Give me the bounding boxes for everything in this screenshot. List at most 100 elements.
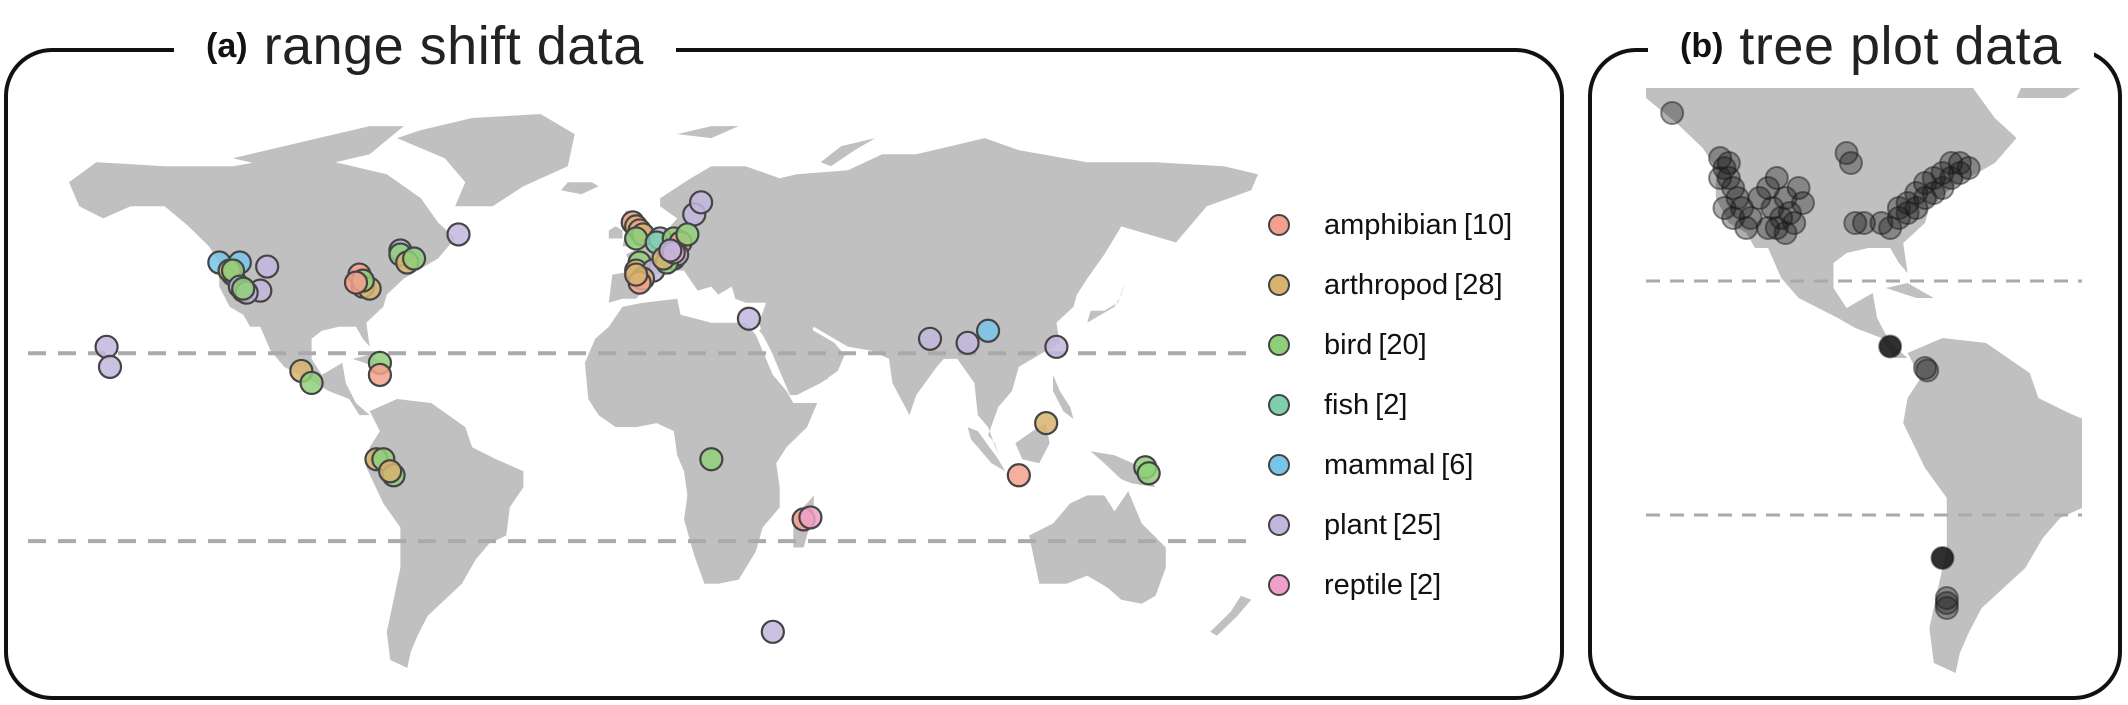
landmass-cuba [1885, 283, 1934, 298]
legend-label: reptile [1324, 568, 1403, 601]
data-point-plant [760, 619, 785, 644]
data-point-reptile [798, 505, 823, 530]
legend-marker [1268, 454, 1290, 476]
legend-count: [10] [1463, 208, 1513, 241]
tree-plot-point [1843, 211, 1868, 235]
data-point-plant [1044, 334, 1069, 359]
legend-item-mammal: mammal [6] [1268, 445, 1473, 485]
landmass-new-zealand [1210, 595, 1252, 636]
landmass-iceland [561, 182, 599, 195]
legend-count: [2] [1409, 568, 1442, 601]
legend-label: arthropod [1324, 268, 1449, 301]
legend-item-plant: plant [25] [1268, 505, 1441, 545]
landmass-arabia [759, 314, 845, 395]
legend-count: [2] [1375, 388, 1408, 421]
legend-marker [1268, 394, 1290, 416]
legend-count: [20] [1378, 328, 1427, 361]
tree-plot-point [1947, 151, 1972, 175]
data-point-amphibian [367, 362, 393, 388]
tree-plot-point [1886, 196, 1911, 220]
tree-plot-points [1660, 101, 1981, 620]
legend-marker [1268, 334, 1290, 356]
tree-plot-point [1878, 334, 1903, 359]
legend-count: [6] [1441, 448, 1474, 481]
tree-plot-point [1764, 166, 1789, 190]
tree-plot-point [1838, 151, 1863, 175]
data-point-arthropod [378, 459, 403, 484]
landmass-philippines [1053, 374, 1074, 420]
panel-b-letter: (b) [1680, 26, 1724, 65]
panel-a-title: (a) range shift data [174, 6, 676, 86]
data-point-plant [658, 238, 683, 263]
landmass-ireland [608, 226, 623, 239]
data-point-bird [699, 447, 724, 472]
landmass-japan [1087, 282, 1125, 323]
data-point-plant [955, 330, 980, 355]
legend-marker [1268, 514, 1290, 536]
data-point-plant [736, 306, 762, 331]
landmass-australia [1029, 491, 1166, 604]
landmass-svalbard [677, 126, 739, 139]
data-point-bird [675, 222, 700, 247]
legend-label: plant [1324, 508, 1387, 541]
panel-a-name: range shift data [263, 16, 644, 76]
data-point-mammal [975, 318, 1001, 343]
panel-b-title: (b) tree plot data [1648, 6, 2094, 86]
tree-plot-point [1734, 216, 1759, 240]
landmass-south-america [1903, 338, 2082, 673]
data-point-bird [401, 246, 427, 271]
tree-plot-point [1930, 546, 1955, 570]
tree-plot-point [1790, 191, 1815, 215]
panel-range-shift: (a) range shift data [4, 6, 1564, 700]
data-point-bird [624, 226, 649, 251]
legend-count: [28] [1454, 268, 1503, 301]
legend-item-amphibian: amphibian [10] [1268, 205, 1512, 245]
legend-item-fish: fish [2] [1268, 385, 1407, 425]
data-point-plant [446, 222, 471, 247]
data-point-plant [97, 354, 123, 380]
landmass-south-america [366, 399, 524, 668]
world-map [28, 114, 1258, 668]
tree-plot-point [1934, 596, 1959, 620]
panel-b-name: tree plot data [1739, 16, 2062, 76]
legend-label: bird [1324, 328, 1373, 361]
data-point-arthropod [624, 262, 649, 287]
data-point-amphibian [1006, 463, 1031, 488]
tree-plot-point [1773, 221, 1798, 245]
tree-plot-point [1660, 101, 1685, 125]
landmass-arctic-islands [233, 126, 404, 167]
data-point-plant [94, 334, 119, 359]
tree-plot-point [1786, 176, 1811, 200]
landmass-eurasia [608, 138, 1258, 456]
tree-plot-point [1760, 196, 1785, 220]
data-point-arthropod [1034, 410, 1059, 436]
data-point-bird [1136, 461, 1161, 486]
legend-item-reptile: reptile [2] [1268, 565, 1441, 605]
data-point-plant [255, 254, 280, 279]
land-layer [69, 114, 1258, 668]
landmass-north-america [1646, 88, 2017, 358]
legend-label: fish [1324, 388, 1370, 421]
legend-label: mammal [1324, 448, 1436, 481]
tree-plot-point [1878, 216, 1903, 240]
landmass-greenland [2016, 88, 2081, 98]
legend-count: [25] [1392, 508, 1442, 541]
panel-a-letter: (a) [206, 26, 248, 65]
legend-marker [1268, 274, 1290, 296]
land-layer-b [1646, 88, 2082, 673]
legend-item-bird: bird [20] [1268, 325, 1427, 365]
landmass-greenland [397, 114, 575, 207]
tree-plot-point [1716, 151, 1741, 175]
tree-plot-point [1915, 358, 1940, 383]
data-point-bird [299, 370, 324, 396]
data-point-bird [231, 276, 256, 301]
tree-plot-point [1852, 211, 1876, 235]
legend-label: amphibian [1324, 208, 1458, 241]
legend-marker [1268, 574, 1290, 596]
data-point-amphibian [343, 270, 369, 295]
landmass-africa [584, 298, 818, 584]
legend-marker [1268, 214, 1290, 236]
panel-tree-plot: (b) tree plot data [1588, 6, 2122, 700]
data-point-plant [688, 190, 714, 215]
landmass-novaya-zemlya [820, 138, 876, 167]
